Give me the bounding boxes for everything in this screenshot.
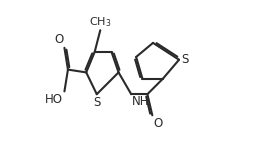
Text: HO: HO <box>45 93 63 106</box>
Text: O: O <box>54 33 63 46</box>
Text: S: S <box>181 53 188 66</box>
Text: CH$_3$: CH$_3$ <box>89 15 112 29</box>
Text: S: S <box>93 96 100 109</box>
Text: NH: NH <box>132 95 149 108</box>
Text: O: O <box>153 117 162 130</box>
